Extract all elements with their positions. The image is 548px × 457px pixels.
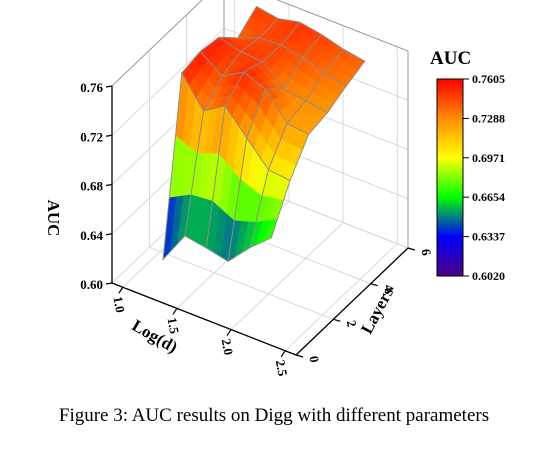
x-tick-mark bbox=[118, 286, 124, 294]
surface bbox=[162, 5, 366, 263]
z-tick-label: 0.76 bbox=[80, 80, 103, 95]
gridline bbox=[111, 27, 225, 136]
box-edge bbox=[111, 0, 203, 87]
figure-caption: Figure 3: AUC results on Digg with diffe… bbox=[58, 405, 490, 426]
z-tick-mark bbox=[105, 134, 113, 137]
gridline bbox=[230, 222, 344, 330]
y-tick-mark bbox=[295, 354, 304, 358]
y-tick-label: 2 bbox=[344, 319, 360, 328]
surface-plot: 0.60 0.64 0.68 0.72 0.76 1.0 1.5 2.0 2.5 0 2 4 6 AUC… bbox=[44, 0, 505, 378]
axes: 0.60 0.64 0.68 0.72 0.76 1.0 1.5 2.0 2.5 0 2 4 6 bbox=[80, 80, 434, 378]
z-tick-label: 0.68 bbox=[80, 179, 103, 194]
colorbar: AUC 0.7605 0.7288 0.6971 0.6654 0.6337 0.6020 bbox=[430, 48, 505, 283]
z-tick-mark bbox=[105, 233, 113, 236]
colorbar-tick-label: 0.6337 bbox=[472, 230, 505, 244]
colorbar-tick-label: 0.7605 bbox=[472, 72, 505, 86]
y-tick-label: 4 bbox=[381, 283, 397, 292]
colorbar-title: AUC bbox=[430, 48, 471, 69]
colorbar-tick-label: 0.6654 bbox=[472, 190, 505, 204]
x-tick-mark bbox=[226, 329, 232, 336]
colorbar-gradient bbox=[436, 78, 464, 277]
gridline bbox=[149, 246, 334, 320]
y-tick-label: 6 bbox=[418, 248, 434, 257]
y-tick-mark bbox=[370, 283, 378, 287]
x-tick-label: 2.5 bbox=[273, 359, 291, 378]
x-tick-mark bbox=[280, 350, 286, 358]
x-tick-mark bbox=[172, 308, 178, 315]
axis-line bbox=[295, 247, 409, 356]
x-tick-label: 2.0 bbox=[219, 338, 237, 357]
z-tick-label: 0.72 bbox=[80, 129, 103, 144]
z-axis-title: AUC bbox=[44, 200, 63, 237]
colorbar-tick-label: 0.6020 bbox=[472, 269, 505, 283]
y-tick-mark bbox=[407, 247, 416, 251]
colorbar-tick-label: 0.7288 bbox=[472, 111, 505, 125]
surface-mesh bbox=[237, 5, 279, 39]
gridline bbox=[284, 243, 398, 352]
x-tick-label: 1.5 bbox=[165, 316, 183, 335]
y-tick-label: 0 bbox=[306, 355, 322, 364]
z-tick-mark bbox=[105, 183, 113, 187]
colorbar-ticks: 0.7605 0.7288 0.6971 0.6654 0.6337 0.6020 bbox=[463, 72, 505, 283]
z-tick-mark bbox=[105, 85, 113, 88]
colorbar-tick-label: 0.6971 bbox=[472, 151, 505, 165]
z-tick-label: 0.64 bbox=[80, 228, 103, 243]
z-tick-mark bbox=[105, 282, 113, 285]
y-tick-mark bbox=[333, 318, 341, 322]
x-tick-label: 1.0 bbox=[110, 295, 128, 314]
z-tick-label: 0.60 bbox=[80, 277, 103, 292]
box-edge bbox=[276, 0, 409, 52]
axis-line bbox=[111, 282, 297, 356]
